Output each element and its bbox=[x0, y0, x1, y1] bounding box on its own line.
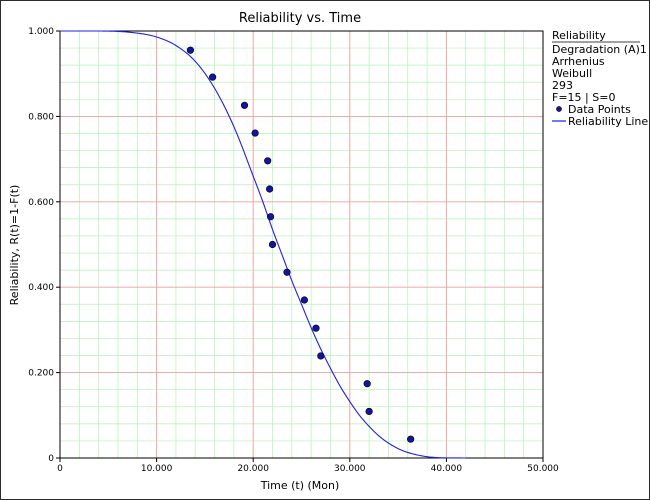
data-point bbox=[186, 46, 195, 54]
legend-line-2: Arrhenius bbox=[552, 55, 605, 68]
major-gridlines bbox=[60, 31, 543, 458]
data-point bbox=[312, 324, 320, 332]
reliability-line bbox=[60, 30, 466, 459]
x-tick-label: 0 bbox=[57, 464, 63, 474]
y-tick-label: 0.400 bbox=[28, 283, 54, 293]
y-tick-label: 0 bbox=[48, 454, 54, 464]
minor-gridlines bbox=[60, 31, 543, 458]
y-tick-label: 0.600 bbox=[28, 198, 54, 208]
y-tick-label: 0.800 bbox=[28, 112, 54, 122]
data-point bbox=[268, 240, 277, 249]
y-axis-label: Reliability, R(t)=1-F(t) bbox=[8, 185, 21, 306]
legend-line-3: Weibull bbox=[552, 67, 592, 80]
data-point bbox=[363, 380, 371, 388]
x-tick-label: 20.000 bbox=[237, 464, 269, 474]
x-tick-label: 40.000 bbox=[431, 464, 463, 474]
legend-line-4: 293 bbox=[552, 79, 573, 92]
data-point bbox=[240, 101, 249, 109]
data-point bbox=[317, 352, 325, 360]
data-point bbox=[407, 435, 415, 443]
x-tick-label: 50.000 bbox=[527, 464, 559, 474]
data-point bbox=[283, 268, 291, 276]
data-point bbox=[266, 213, 275, 221]
data-point bbox=[266, 185, 274, 193]
data-point bbox=[209, 73, 217, 81]
data-point bbox=[264, 157, 272, 165]
x-axis-label: Time (t) (Mon) bbox=[260, 479, 340, 492]
legend: Reliability Degradation (A)1 Arrhenius W… bbox=[552, 29, 648, 128]
y-tick-label: 0.200 bbox=[28, 369, 54, 379]
y-tick-label: 1.000 bbox=[28, 27, 54, 37]
reliability-line-layer bbox=[60, 30, 466, 459]
legend-line-1: Degradation (A)1 bbox=[552, 43, 647, 56]
legend-line-label: Reliability Line bbox=[568, 115, 648, 128]
chart-title: Reliability vs. Time bbox=[239, 11, 361, 26]
x-tick-label: 30.000 bbox=[334, 464, 366, 474]
plot-area bbox=[59, 30, 544, 459]
data-points-layer bbox=[186, 46, 415, 443]
x-tick-label: 10.000 bbox=[141, 464, 173, 474]
legend-points-marker bbox=[556, 106, 562, 112]
axis-ticks: 0 10.000 20.000 30.000 40.000 50.000 0 0.200 0.4… bbox=[28, 27, 559, 474]
data-point bbox=[300, 296, 308, 304]
legend-points-label: Data Points bbox=[568, 103, 631, 116]
data-point bbox=[365, 407, 373, 416]
data-point bbox=[251, 129, 259, 137]
legend-line-5: F=15 | S=0 bbox=[552, 91, 615, 104]
legend-heading: Reliability bbox=[552, 29, 606, 42]
